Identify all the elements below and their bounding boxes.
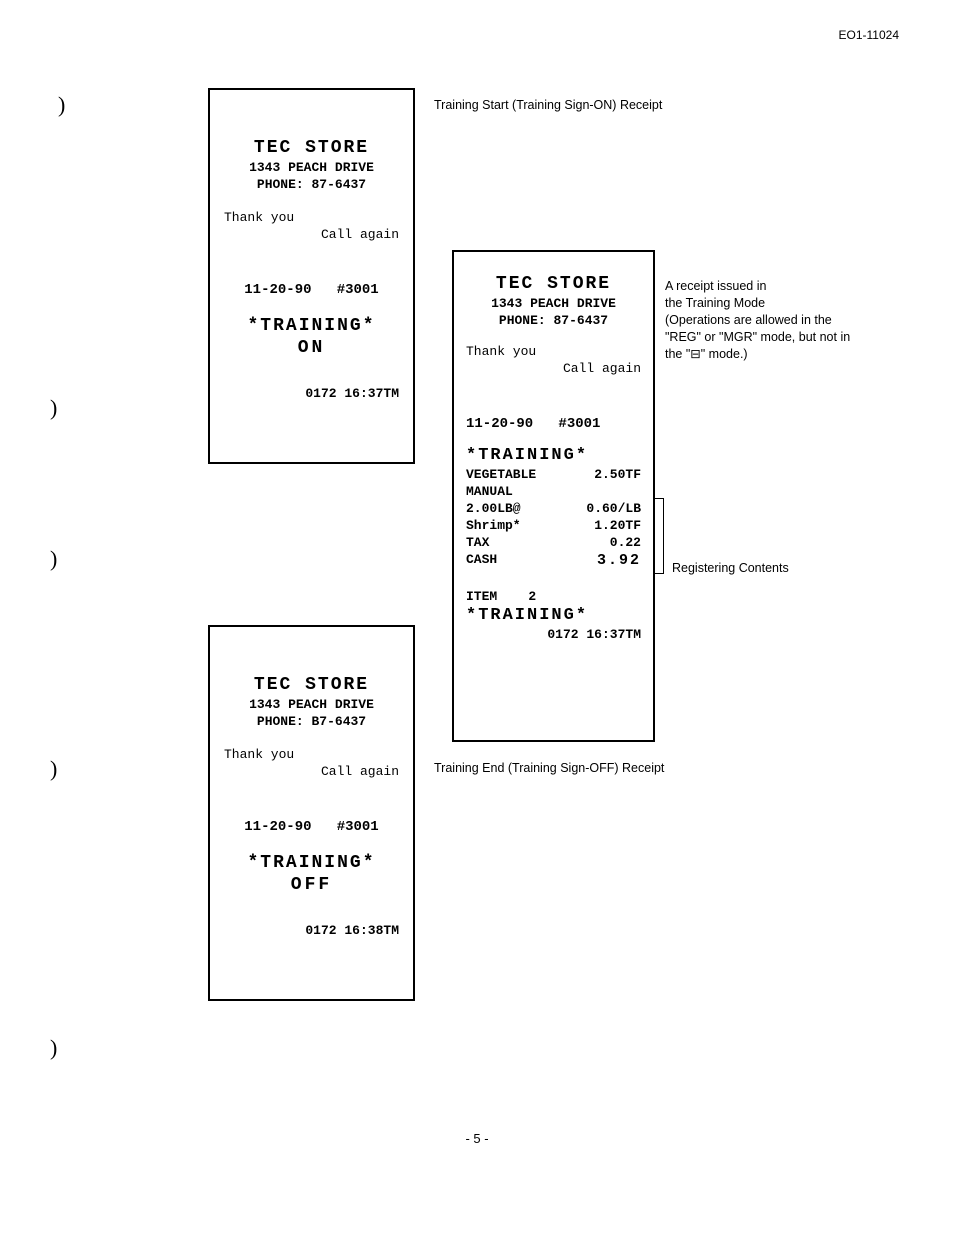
line-item: 2.00LB@ 0.60/LB bbox=[466, 501, 641, 516]
item-qty: 2.00LB@ bbox=[466, 501, 521, 516]
thank-you-text: Thank you bbox=[466, 344, 641, 359]
note-line: the Training Mode bbox=[665, 295, 925, 312]
timestamp: 0172 16:38TM bbox=[224, 923, 399, 938]
call-again-text: Call again bbox=[224, 227, 399, 242]
bracket-icon bbox=[653, 498, 664, 574]
line-tax: TAX 0.22 bbox=[466, 535, 641, 550]
receipt-training-on: TEC STORE 1343 PEACH DRIVE PHONE: 87-643… bbox=[208, 88, 415, 464]
store-name: TEC STORE bbox=[466, 274, 641, 294]
training-mode-on: ON bbox=[224, 338, 399, 358]
store-name: TEC STORE bbox=[224, 675, 399, 695]
store-phone: PHONE: 87-6437 bbox=[466, 313, 641, 328]
note-line: "REG" or "MGR" mode, but not in bbox=[665, 329, 925, 346]
tax-amount: 0.22 bbox=[610, 535, 641, 550]
caption-registering-contents: Registering Contents bbox=[672, 560, 789, 577]
punch-mark: ) bbox=[50, 1035, 57, 1061]
page-number: - 5 - bbox=[0, 1131, 954, 1146]
store-phone: PHONE: 87-6437 bbox=[224, 177, 399, 192]
caption-training-end: Training End (Training Sign-OFF) Receipt bbox=[434, 760, 664, 777]
line-cash: CASH 3.92 bbox=[466, 552, 641, 569]
item-amount: 1.20TF bbox=[594, 518, 641, 533]
training-label: *TRAINING* bbox=[224, 316, 399, 336]
receipt-training-off: TEC STORE 1343 PEACH DRIVE PHONE: B7-643… bbox=[208, 625, 415, 1001]
note-line: (Operations are allowed in the bbox=[665, 312, 925, 329]
store-address: 1343 PEACH DRIVE bbox=[466, 296, 641, 311]
line-item: Shrimp* 1.20TF bbox=[466, 518, 641, 533]
cash-amount: 3.92 bbox=[597, 552, 641, 569]
caption-training-start: Training Start (Training Sign-ON) Receip… bbox=[434, 97, 662, 114]
receipt-training-transaction: TEC STORE 1343 PEACH DRIVE PHONE: 87-643… bbox=[452, 250, 655, 742]
timestamp: 0172 16:37TM bbox=[466, 627, 641, 642]
item-amount: 2.50TF bbox=[594, 467, 641, 482]
store-address: 1343 PEACH DRIVE bbox=[224, 160, 399, 175]
doc-header-id: EO1-11024 bbox=[839, 28, 900, 42]
training-label: *TRAINING* bbox=[466, 446, 641, 465]
note-line: the "⊟" mode.) bbox=[665, 346, 925, 363]
date-receipt-no: 11-20-90 #3001 bbox=[224, 819, 399, 835]
call-again-text: Call again bbox=[466, 361, 641, 376]
caption-training-mode-note: A receipt issued in the Training Mode (O… bbox=[665, 278, 925, 362]
training-label: *TRAINING* bbox=[466, 606, 641, 625]
punch-mark: ) bbox=[50, 395, 57, 421]
thank-you-text: Thank you bbox=[224, 747, 399, 762]
training-mode-off: OFF bbox=[224, 875, 399, 895]
item-count: ITEM 2 bbox=[466, 589, 641, 604]
timestamp: 0172 16:37TM bbox=[224, 386, 399, 401]
item-rate: 0.60/LB bbox=[586, 501, 641, 516]
line-item: VEGETABLE 2.50TF bbox=[466, 467, 641, 482]
item-label: VEGETABLE bbox=[466, 467, 536, 482]
cash-label: CASH bbox=[466, 552, 497, 569]
training-label: *TRAINING* bbox=[224, 853, 399, 873]
date-receipt-no: 11-20-90 #3001 bbox=[224, 282, 399, 298]
item-label: Shrimp* bbox=[466, 518, 521, 533]
thank-you-text: Thank you bbox=[224, 210, 399, 225]
punch-mark: ) bbox=[50, 546, 57, 572]
tax-label: TAX bbox=[466, 535, 489, 550]
store-address: 1343 PEACH DRIVE bbox=[224, 697, 399, 712]
punch-mark: ) bbox=[58, 92, 65, 118]
date-receipt-no: 11-20-90 #3001 bbox=[466, 416, 641, 432]
note-line: A receipt issued in bbox=[665, 278, 925, 295]
line-item: MANUAL bbox=[466, 484, 641, 499]
call-again-text: Call again bbox=[224, 764, 399, 779]
store-phone: PHONE: B7-6437 bbox=[224, 714, 399, 729]
punch-mark: ) bbox=[50, 756, 57, 782]
store-name: TEC STORE bbox=[224, 138, 399, 158]
